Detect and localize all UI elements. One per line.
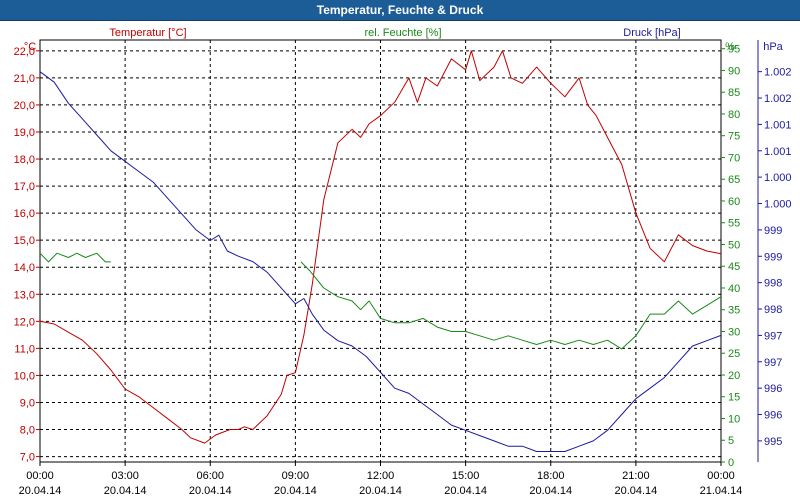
pressure-tick-label: 996 bbox=[764, 410, 782, 422]
date-tick-label: 20.04.14 bbox=[359, 485, 402, 497]
time-tick-label: 09:00 bbox=[282, 470, 310, 482]
humidity-tick-label: 90 bbox=[728, 65, 740, 77]
temperature-tick-label: 20,0 bbox=[14, 100, 35, 112]
pressure-axis: 995 996 996 997 997 998 998 999 999 1.000 1.000 1.0… bbox=[757, 40, 792, 462]
temperature-tick-label: 22,0 bbox=[14, 46, 35, 58]
date-tick-label: 20.04.14 bbox=[274, 485, 317, 497]
humidity-tick-label: 60 bbox=[728, 196, 740, 208]
time-tick-label: 15:00 bbox=[452, 470, 480, 482]
date-tick-label: 20.04.14 bbox=[444, 485, 487, 497]
humidity-unit: % bbox=[725, 41, 735, 53]
temperature-tick-label: 21,0 bbox=[14, 73, 35, 85]
pressure-unit: hPa bbox=[763, 41, 783, 53]
pressure-tick-label: 997 bbox=[764, 330, 782, 342]
pressure-axis-label: Druck [hPa] bbox=[623, 27, 680, 39]
humidity-line bbox=[39, 252, 111, 263]
pressure-tick-label: 999 bbox=[764, 225, 782, 237]
temperature-tick-label: 7,0 bbox=[20, 452, 35, 464]
temperature-line bbox=[39, 50, 722, 444]
humidity-tick-label: 0 bbox=[728, 457, 734, 469]
humidity-tick-label: 65 bbox=[728, 174, 740, 186]
humidity-axis: 0 5 10 15 20 25 30 35 40 45 50 55 60 65 70 75 80 85 90 95 bbox=[721, 44, 740, 469]
humidity-tick-label: 35 bbox=[728, 305, 740, 317]
humidity-tick-label: 30 bbox=[728, 326, 740, 338]
temperature-tick-label: 17,0 bbox=[14, 181, 35, 193]
humidity-tick-label: 85 bbox=[728, 87, 740, 99]
temperature-tick-label: 19,0 bbox=[14, 127, 35, 139]
time-tick-label: 21:00 bbox=[622, 470, 650, 482]
humidity-tick-label: 45 bbox=[728, 261, 740, 273]
humidity-tick-label: 50 bbox=[728, 239, 740, 251]
humidity-tick-label: 40 bbox=[728, 283, 740, 295]
humidity-tick-label: 20 bbox=[728, 370, 740, 382]
pressure-tick-label: 996 bbox=[764, 383, 782, 395]
date-tick-label: 20.04.14 bbox=[104, 485, 147, 497]
time-tick-label: 00:00 bbox=[26, 470, 54, 482]
pressure-tick-label: 1.002 bbox=[764, 93, 792, 105]
temperature-tick-label: 8,0 bbox=[20, 425, 35, 437]
pressure-line bbox=[39, 71, 722, 452]
humidity-tick-label: 5 bbox=[728, 435, 734, 447]
time-tick-label: 03:00 bbox=[111, 470, 139, 482]
temperature-tick-label: 16,0 bbox=[14, 208, 35, 220]
temperature-tick-label: 15,0 bbox=[14, 235, 35, 247]
window-titlebar: Temperatur, Feuchte & Druck bbox=[0, 0, 800, 21]
pressure-tick-label: 1.000 bbox=[764, 199, 792, 211]
humidity-tick-label: 55 bbox=[728, 218, 740, 230]
pressure-tick-label: 997 bbox=[764, 357, 782, 369]
pressure-tick-label: 998 bbox=[764, 278, 782, 290]
pressure-tick-label: 1.001 bbox=[764, 119, 792, 131]
pressure-tick-label: 999 bbox=[764, 251, 782, 263]
date-tick-label: 20.04.14 bbox=[529, 485, 572, 497]
temperature-tick-label: 13,0 bbox=[14, 289, 35, 301]
humidity-tick-label: 25 bbox=[728, 348, 740, 360]
date-tick-label: 20.04.14 bbox=[19, 485, 62, 497]
temperature-tick-label: 10,0 bbox=[14, 370, 35, 382]
time-tick-label: 06:00 bbox=[196, 470, 224, 482]
pressure-tick-label: 998 bbox=[764, 304, 782, 316]
time-tick-label: 18:00 bbox=[537, 470, 565, 482]
temperature-axis-label: Temperatur [°C] bbox=[109, 27, 186, 39]
temperature-tick-label: 9,0 bbox=[20, 397, 35, 409]
humidity-axis-label: rel. Feuchte [%] bbox=[364, 27, 441, 39]
date-tick-label: 20.04.14 bbox=[189, 485, 232, 497]
chart-title: Temperatur, Feuchte & Druck bbox=[316, 3, 484, 17]
date-tick-label: 21.04.14 bbox=[700, 485, 743, 497]
grid bbox=[40, 40, 721, 462]
temperature-tick-label: 18,0 bbox=[14, 154, 35, 166]
pressure-tick-label: 1.000 bbox=[764, 172, 792, 184]
pressure-tick-label: 1.001 bbox=[764, 146, 792, 158]
series-group bbox=[39, 50, 722, 452]
time-axis: 00:00 20.04.14 03:00 20.04.14 06:00 20.04.14 0… bbox=[19, 462, 743, 497]
humidity-tick-label: 10 bbox=[728, 413, 740, 425]
humidity-tick-label: 75 bbox=[728, 131, 740, 143]
time-tick-label: 12:00 bbox=[367, 470, 395, 482]
temperature-tick-label: 14,0 bbox=[14, 262, 35, 274]
temperature-tick-label: 11,0 bbox=[14, 343, 35, 355]
humidity-line bbox=[300, 261, 722, 350]
humidity-tick-label: 80 bbox=[728, 109, 740, 121]
pressure-tick-label: 1.002 bbox=[764, 67, 792, 79]
date-tick-label: 20.04.14 bbox=[614, 485, 657, 497]
humidity-tick-label: 70 bbox=[728, 152, 740, 164]
chart-area: 7,0 8,0 9,0 10,0 11,0 12,0 13,0 14,0 15,0 16,0 17,… bbox=[14, 27, 792, 497]
humidity-tick-label: 95 bbox=[728, 44, 740, 56]
temperature-tick-label: 12,0 bbox=[14, 316, 35, 328]
pressure-tick-label: 995 bbox=[764, 436, 782, 448]
temperature-axis: 7,0 8,0 9,0 10,0 11,0 12,0 13,0 14,0 15,0 16,0 17,… bbox=[14, 46, 40, 464]
time-tick-label: 00:00 bbox=[707, 470, 735, 482]
humidity-tick-label: 15 bbox=[728, 392, 740, 404]
temperature-unit: °C bbox=[24, 41, 36, 53]
